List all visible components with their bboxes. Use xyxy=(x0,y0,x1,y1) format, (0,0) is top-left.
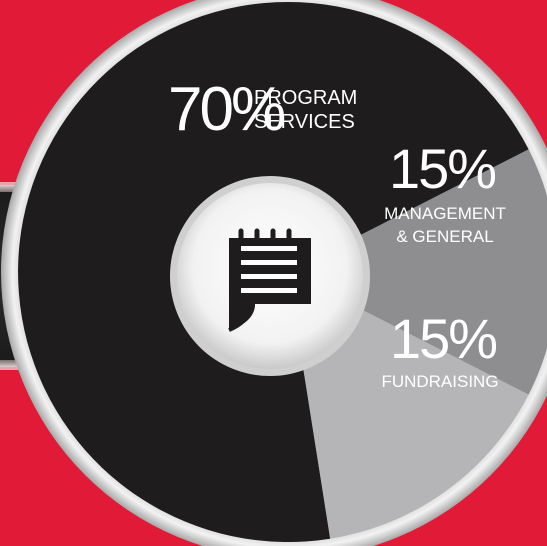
slice-1-label-line1: MANAGEMENT xyxy=(384,204,506,223)
slice-fundraising xyxy=(288,272,529,539)
slice-1-label-line2: & GENERAL xyxy=(396,227,493,246)
slice-0-label-line1: PROGRAM xyxy=(254,87,357,109)
slice-0-label-line2: SERVICES xyxy=(254,111,355,133)
slice-management-general xyxy=(288,149,547,395)
slice-2-percent: 15% xyxy=(390,307,496,370)
notepad-icon xyxy=(228,228,311,332)
slice-0-percent: 70% xyxy=(168,75,284,144)
slice-2-label-line1: FUNDRAISING xyxy=(381,372,498,391)
slice-1-percent: 15% xyxy=(389,137,495,200)
